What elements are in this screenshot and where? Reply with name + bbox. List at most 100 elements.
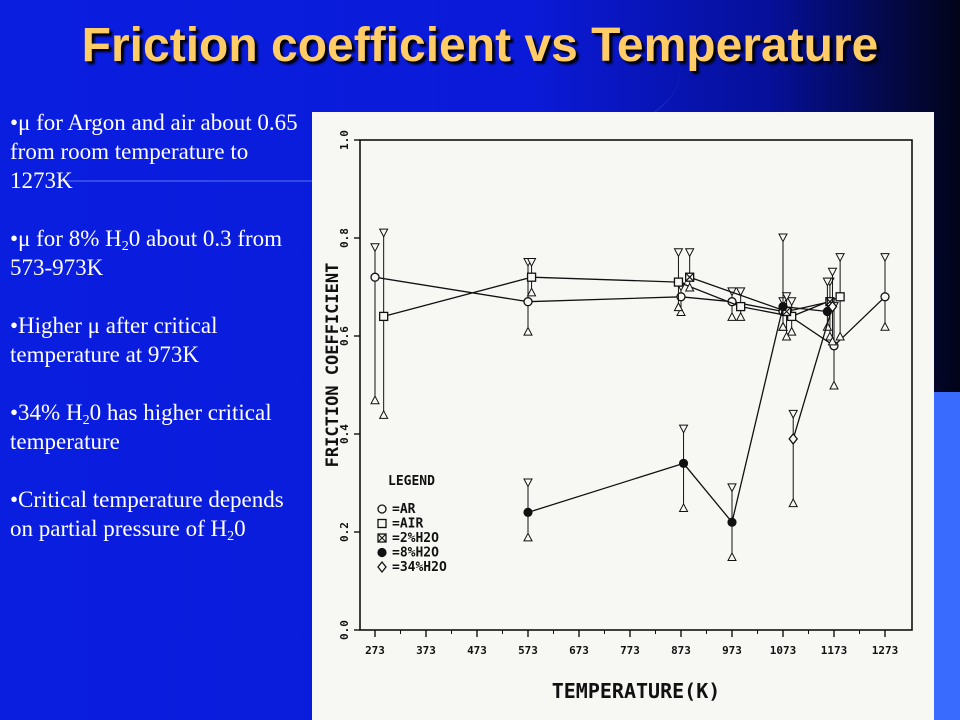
series-line bbox=[374, 276, 886, 347]
legend-entry: =34%H2O bbox=[392, 560, 447, 575]
error-cap-low bbox=[781, 331, 792, 341]
bullet-item: •Critical temperature depends on partial… bbox=[10, 485, 310, 544]
x-tick-label: 973 bbox=[722, 644, 742, 657]
y-tick-label: 0.6 bbox=[338, 326, 351, 346]
data-point bbox=[673, 277, 684, 287]
data-point bbox=[788, 432, 799, 445]
data-point bbox=[787, 311, 797, 322]
error-cap-low bbox=[829, 380, 839, 390]
bullet-text: 0 about 0.3 from 573-973K bbox=[10, 226, 283, 280]
y-tick-label: 0.0 bbox=[338, 620, 351, 640]
friction-chart: 273 373 473 573 673 773 873 973 1073 1173 1273 0.0 0… bbox=[323, 130, 913, 703]
legend-marker bbox=[377, 504, 387, 514]
x-tick-label: 673 bbox=[569, 644, 589, 657]
error-cap-high bbox=[788, 409, 799, 420]
bullet-item: •Higher μ after critical temperature at … bbox=[10, 311, 310, 369]
x-axis-label: TEMPERATURE(K) bbox=[552, 679, 721, 703]
error-cap-high bbox=[523, 478, 533, 488]
legend-entry: =AR bbox=[392, 502, 416, 517]
data-point bbox=[685, 272, 695, 282]
data-point bbox=[835, 292, 845, 302]
error-cap-high bbox=[835, 253, 845, 263]
data-point bbox=[370, 272, 380, 282]
y-axis-label: FRICTION COEFFICIENT bbox=[323, 263, 343, 468]
error-cap-low bbox=[523, 532, 533, 542]
slide-title: Friction coefficient vs Temperature bbox=[81, 19, 879, 72]
plot-frame bbox=[359, 139, 913, 631]
legend-entry: =8%H2O bbox=[392, 546, 439, 561]
legend-entry: =2%H2O bbox=[392, 531, 439, 546]
data-point bbox=[727, 517, 737, 527]
data-point bbox=[827, 300, 838, 313]
data-point bbox=[880, 292, 890, 302]
bullet-text: •Critical temperature depends on partial… bbox=[10, 487, 284, 541]
chart-figure: 273 373 473 573 673 773 873 973 1073 1173 1273 0.0 0… bbox=[312, 112, 934, 720]
legend-marker bbox=[377, 518, 387, 529]
y-tick-label: 0.4 bbox=[338, 424, 351, 444]
series-1 bbox=[378, 228, 845, 419]
error-cap-low bbox=[684, 282, 695, 292]
x-tick-label: 773 bbox=[620, 644, 640, 657]
error-cap-low bbox=[727, 311, 737, 321]
error-cap-low bbox=[788, 497, 799, 508]
error-cap-high bbox=[673, 248, 684, 258]
bullet-text: 0 bbox=[234, 516, 246, 541]
error-cap-high bbox=[880, 253, 890, 263]
data-point bbox=[736, 301, 746, 312]
error-cap-high bbox=[727, 483, 737, 493]
error-cap-high bbox=[822, 277, 833, 287]
data-point bbox=[379, 311, 389, 322]
decorative-accent-bar bbox=[934, 392, 960, 720]
bullet-subscript: 2 bbox=[82, 413, 90, 428]
error-cap-low bbox=[378, 409, 389, 419]
error-cap-high bbox=[526, 258, 537, 268]
error-cap-low bbox=[827, 336, 838, 346]
bullet-list: •μ for Argon and air about 0.65 from roo… bbox=[10, 108, 310, 572]
x-tick-label: 1273 bbox=[872, 644, 899, 657]
error-cap-low bbox=[526, 287, 537, 297]
error-cap-high bbox=[827, 267, 838, 277]
data-point bbox=[526, 272, 537, 282]
legend-marker bbox=[377, 560, 387, 574]
series-4 bbox=[788, 267, 838, 508]
legend-marker bbox=[377, 533, 387, 543]
x-tick-label: 873 bbox=[671, 644, 691, 657]
bullet-item: •μ for Argon and air about 0.65 from roo… bbox=[10, 108, 310, 195]
data-point bbox=[676, 292, 686, 302]
error-cap-low bbox=[735, 311, 746, 321]
bullet-item: •34% H20 has higher critical temperature bbox=[10, 398, 310, 456]
x-tick-label: 1173 bbox=[821, 644, 848, 657]
y-tick-label: 0.8 bbox=[338, 228, 351, 248]
error-cap-high bbox=[786, 297, 797, 307]
series-line bbox=[383, 276, 841, 318]
error-cap-low bbox=[678, 502, 689, 512]
bullet-subscript: 2 bbox=[227, 529, 235, 544]
data-point bbox=[778, 302, 788, 312]
data-point bbox=[523, 297, 533, 307]
bullet-item: •μ for 8% H20 about 0.3 from 573-973K bbox=[10, 224, 310, 282]
bullet-subscript: 2 bbox=[121, 239, 129, 254]
legend-marker bbox=[377, 547, 387, 558]
marker-cross bbox=[377, 533, 387, 543]
bullet-text: •34% H bbox=[10, 400, 83, 425]
error-cap-low bbox=[835, 331, 845, 341]
error-cap-high bbox=[778, 233, 788, 243]
bullet-text: •Higher μ after critical temperature at … bbox=[10, 313, 218, 367]
y-tick-label: 1.0 bbox=[338, 130, 351, 150]
error-cap-low bbox=[673, 301, 684, 312]
error-cap-low bbox=[778, 321, 788, 331]
x-tick-label: 1073 bbox=[770, 644, 797, 657]
error-cap-high bbox=[735, 287, 746, 297]
error-cap-high bbox=[781, 292, 792, 302]
x-tick-label: 273 bbox=[365, 644, 385, 657]
error-cap-high bbox=[684, 248, 695, 258]
series-line bbox=[527, 305, 828, 524]
error-cap-low bbox=[727, 551, 737, 561]
x-tick-label: 573 bbox=[518, 644, 538, 657]
series-3 bbox=[523, 233, 833, 561]
series-line bbox=[792, 306, 834, 440]
marker-cross bbox=[685, 272, 695, 282]
y-tick-label: 0.2 bbox=[338, 522, 351, 542]
data-point bbox=[523, 507, 533, 517]
error-cap-high bbox=[678, 424, 689, 434]
